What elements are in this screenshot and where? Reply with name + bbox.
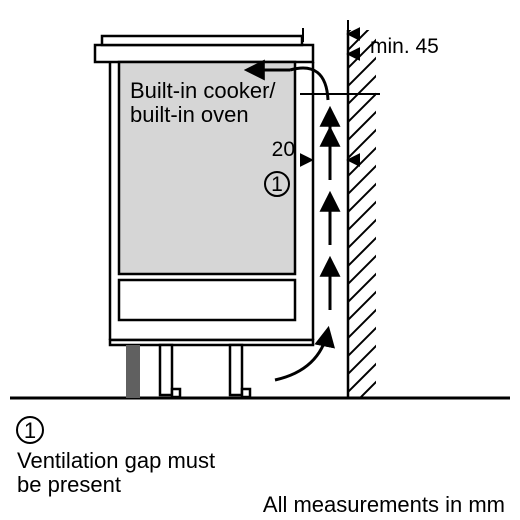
note-callout: 1 <box>17 417 43 443</box>
note-line2: be present <box>17 472 121 497</box>
svg-text:1: 1 <box>24 418 36 443</box>
svg-text:1: 1 <box>271 173 283 196</box>
dim-gap-label: 20 <box>272 138 295 161</box>
appliance-label-2: built-in oven <box>130 102 249 127</box>
wall-hatching <box>340 0 390 418</box>
note-line1: Ventilation gap must <box>17 448 215 473</box>
appliance-label-1: Built-in cooker/ <box>130 78 276 103</box>
dim-top-label: min. 45 <box>370 35 439 58</box>
units-label: All measurements in mm <box>263 492 505 517</box>
legs <box>126 345 250 398</box>
